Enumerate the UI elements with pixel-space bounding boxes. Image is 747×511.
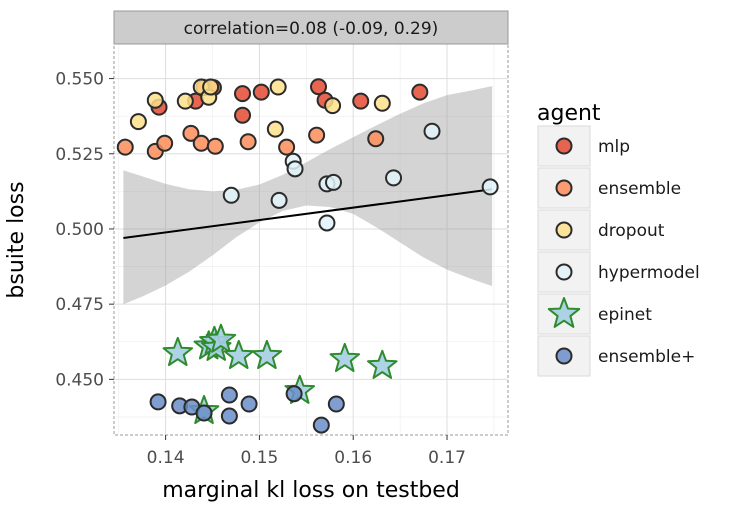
legend: agent mlp ensemble dropout hypermodel epinet…: [537, 101, 700, 377]
x-tick-label: 0.16: [334, 448, 372, 468]
data-point-dropout: [176, 92, 194, 110]
data-point-ensemble: [192, 134, 210, 152]
data-point-mlp: [234, 106, 252, 124]
x-tick-label: 0.14: [147, 448, 185, 468]
confidence-band-area: [123, 86, 493, 305]
data-point-ensemble+: [327, 395, 345, 413]
data-point-dropout: [269, 78, 287, 96]
legend-label-mlp: mlp: [598, 137, 630, 157]
regression-line: [123, 188, 493, 239]
y-tick-label: 0.550: [55, 70, 104, 90]
data-point-hypermodel: [286, 160, 304, 178]
legend-label-epinet: epinet: [598, 305, 652, 325]
data-point-dropout: [129, 113, 147, 131]
facet-title: correlation=0.08 (-0.09, 0.29): [184, 19, 439, 39]
data-point-hypermodel: [270, 191, 288, 209]
data-point-ensemble+: [220, 407, 238, 425]
y-tick-label: 0.525: [55, 145, 104, 165]
legend-marker-mlp: [555, 137, 573, 155]
data-point-mlp: [252, 83, 270, 101]
data-point-epinet: [223, 339, 255, 370]
data-point-hypermodel: [385, 169, 403, 187]
x-tick-label: 0.17: [428, 448, 466, 468]
data-point-dropout: [373, 94, 391, 112]
legend-marker-dropout: [555, 221, 573, 239]
data-point-ensemble: [116, 138, 134, 156]
legend-label-ensemble: ensemble: [598, 179, 681, 199]
data-point-ensemble: [206, 137, 224, 155]
trend-line: [123, 188, 493, 239]
data-point-mlp: [352, 92, 370, 110]
y-tick-label: 0.475: [55, 295, 104, 315]
data-point-ensemble+: [285, 385, 303, 403]
data-point-ensemble: [182, 124, 200, 142]
x-axis-label: marginal kl loss on testbed: [162, 478, 460, 503]
data-point-hypermodel: [325, 173, 343, 191]
legend-label-hypermodel: hypermodel: [598, 263, 700, 283]
x-axis-ticks: 0.14 0.15 0.16 0.17: [147, 435, 466, 468]
data-point-hypermodel: [423, 122, 441, 140]
data-point-epinet: [329, 342, 361, 373]
data-point-dropout: [324, 97, 342, 115]
data-point-hypermodel: [481, 178, 499, 196]
data-point-epinet: [251, 339, 283, 370]
legend-label-ensemble+: ensemble+: [598, 347, 695, 367]
data-point-dropout: [266, 120, 284, 138]
data-point-epinet: [367, 349, 398, 379]
data-point-ensemble+: [312, 416, 330, 434]
data-point-dropout: [202, 78, 220, 96]
data-point-ensemble: [367, 130, 385, 148]
y-axis-label: bsuite loss: [4, 181, 29, 298]
data-point-hypermodel: [222, 186, 240, 204]
data-point-ensemble+: [195, 404, 213, 422]
legend-marker-hypermodel: [555, 263, 573, 281]
data-point-epinet: [162, 336, 194, 367]
confidence-band: [123, 86, 493, 305]
data-point-dropout: [146, 91, 164, 109]
data-points: [116, 78, 499, 434]
data-point-mlp: [310, 78, 328, 96]
data-point-epinet: [205, 323, 237, 353]
data-point-mlp: [234, 85, 252, 103]
data-point-ensemble+: [220, 386, 238, 404]
legend-label-dropout: dropout: [598, 221, 665, 241]
legend-marker-ensemble: [555, 179, 573, 197]
x-tick-label: 0.15: [240, 448, 278, 468]
data-point-mlp: [411, 83, 429, 101]
data-point-hypermodel: [318, 214, 336, 232]
y-tick-label: 0.500: [55, 220, 104, 240]
data-point-ensemble: [278, 138, 296, 156]
plot-panel-border: [113, 43, 509, 436]
y-tick-label: 0.450: [55, 370, 104, 390]
data-point-ensemble+: [149, 393, 167, 411]
data-point-ensemble: [308, 126, 326, 144]
legend-marker-ensemble+: [555, 347, 573, 365]
legend-marker-epinet: [547, 297, 581, 328]
facet-strip: [113, 10, 509, 45]
data-point-ensemble: [156, 134, 174, 152]
y-axis-ticks: 0.450 0.475 0.500 0.525 0.550: [55, 70, 114, 390]
data-point-ensemble: [239, 133, 257, 151]
legend-title: agent: [537, 101, 601, 126]
data-point-ensemble+: [240, 395, 258, 413]
